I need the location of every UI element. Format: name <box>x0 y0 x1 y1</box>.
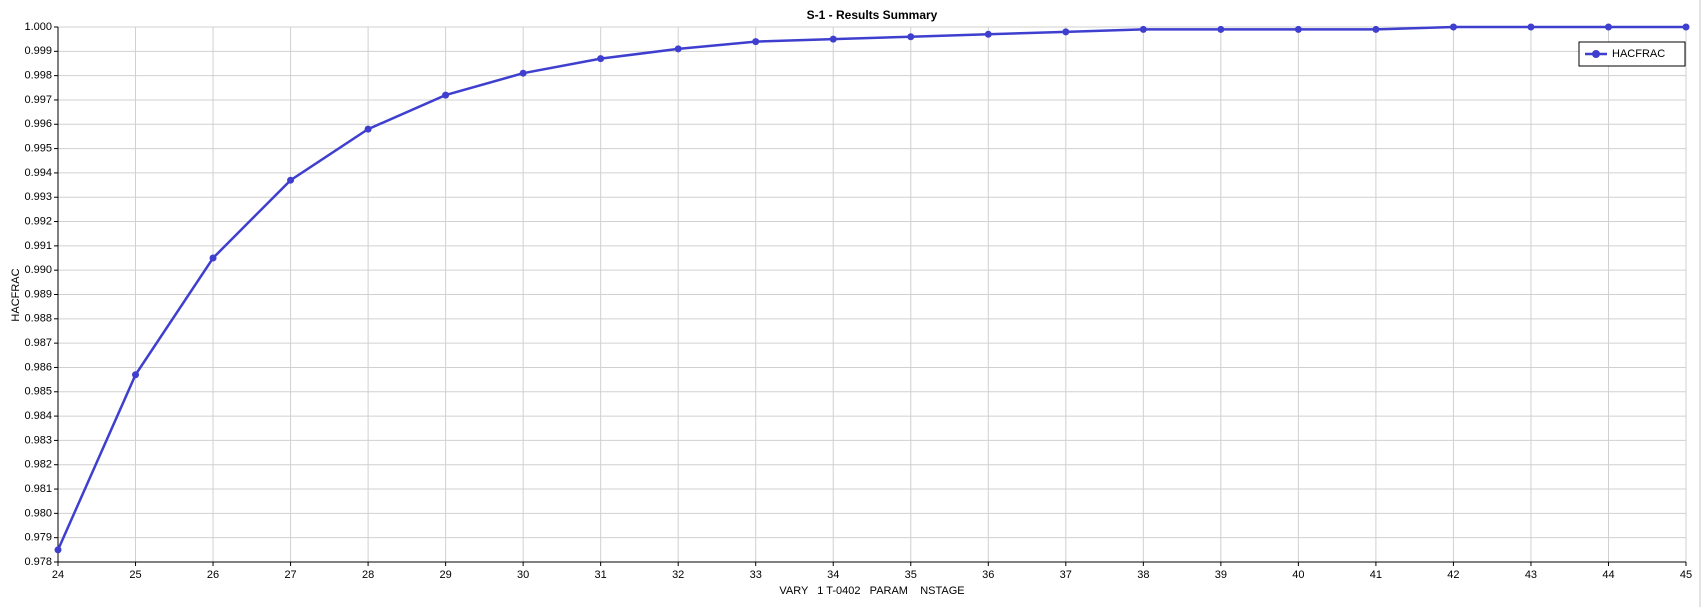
data-point <box>54 546 62 554</box>
data-point <box>1604 23 1612 31</box>
x-tick-label: 37 <box>1060 569 1072 581</box>
y-tick-label: 0.987 <box>24 337 52 349</box>
data-point <box>1139 25 1147 33</box>
y-tick-label: 0.978 <box>24 556 52 568</box>
x-tick-label: 27 <box>284 569 296 581</box>
x-tick-label: 28 <box>362 569 374 581</box>
x-tick-label: 44 <box>1602 569 1614 581</box>
x-tick-label: 41 <box>1370 569 1382 581</box>
data-point <box>132 371 140 379</box>
data-point <box>1372 25 1380 33</box>
x-tick-label: 29 <box>439 569 451 581</box>
data-point <box>442 91 450 99</box>
data-point <box>1682 23 1690 31</box>
y-tick-label: 1.000 <box>24 21 52 33</box>
y-tick-label: 0.989 <box>24 288 52 300</box>
y-tick-label: 0.980 <box>24 507 52 519</box>
data-point <box>1449 23 1457 31</box>
y-tick-label: 0.995 <box>24 142 52 154</box>
x-tick-label: 31 <box>595 569 607 581</box>
x-tick-label: 30 <box>517 569 529 581</box>
data-point <box>1217 25 1225 33</box>
x-tick-label: 43 <box>1525 569 1537 581</box>
data-point <box>752 38 760 46</box>
data-point <box>674 45 682 53</box>
data-point <box>209 254 217 262</box>
data-point <box>1527 23 1535 31</box>
legend-marker <box>1592 50 1600 58</box>
legend-label: HACFRAC <box>1612 48 1665 60</box>
data-point <box>829 35 837 43</box>
data-point <box>1062 28 1070 36</box>
y-tick-label: 0.982 <box>24 459 52 471</box>
data-point <box>907 33 915 41</box>
y-tick-label: 0.985 <box>24 386 52 398</box>
y-tick-label: 0.999 <box>24 45 52 57</box>
data-point <box>984 30 992 38</box>
x-tick-label: 32 <box>672 569 684 581</box>
y-axis-label: HACFRAC <box>10 268 22 321</box>
data-point <box>519 69 527 77</box>
x-tick-label: 36 <box>982 569 994 581</box>
y-tick-label: 0.988 <box>24 313 52 325</box>
chart-title: S-1 - Results Summary <box>807 8 938 22</box>
data-point <box>597 55 605 63</box>
y-tick-label: 0.994 <box>24 167 52 179</box>
y-tick-label: 0.981 <box>24 483 52 495</box>
x-tick-label: 45 <box>1680 569 1692 581</box>
y-tick-label: 0.986 <box>24 361 52 373</box>
x-tick-label: 42 <box>1447 569 1459 581</box>
x-tick-label: 26 <box>207 569 219 581</box>
data-point <box>364 125 372 133</box>
x-tick-label: 38 <box>1137 569 1149 581</box>
y-tick-label: 0.984 <box>24 410 52 422</box>
series-line <box>56 25 1686 551</box>
y-tick-label: 0.983 <box>24 434 52 446</box>
x-tick-label: 33 <box>750 569 762 581</box>
y-tick-label: 0.997 <box>24 94 52 106</box>
x-tick-label: 40 <box>1292 569 1304 581</box>
y-tick-label: 0.990 <box>24 264 52 276</box>
y-tick-label: 0.979 <box>24 532 52 544</box>
x-tick-label: 35 <box>905 569 917 581</box>
x-tick-label: 24 <box>52 569 64 581</box>
y-tick-label: 0.991 <box>24 240 52 252</box>
y-tick-label: 0.993 <box>24 191 52 203</box>
y-tick-label: 0.996 <box>24 118 52 130</box>
data-point <box>287 176 295 184</box>
y-tick-label: 0.992 <box>24 215 52 227</box>
y-tick-label: 0.998 <box>24 70 52 82</box>
x-axis-label: VARY 1 T-0402 PARAM NSTAGE <box>779 585 964 597</box>
x-tick-label: 39 <box>1215 569 1227 581</box>
x-tick-label: 25 <box>129 569 141 581</box>
x-tick-label: 34 <box>827 569 839 581</box>
data-point <box>1294 25 1302 33</box>
